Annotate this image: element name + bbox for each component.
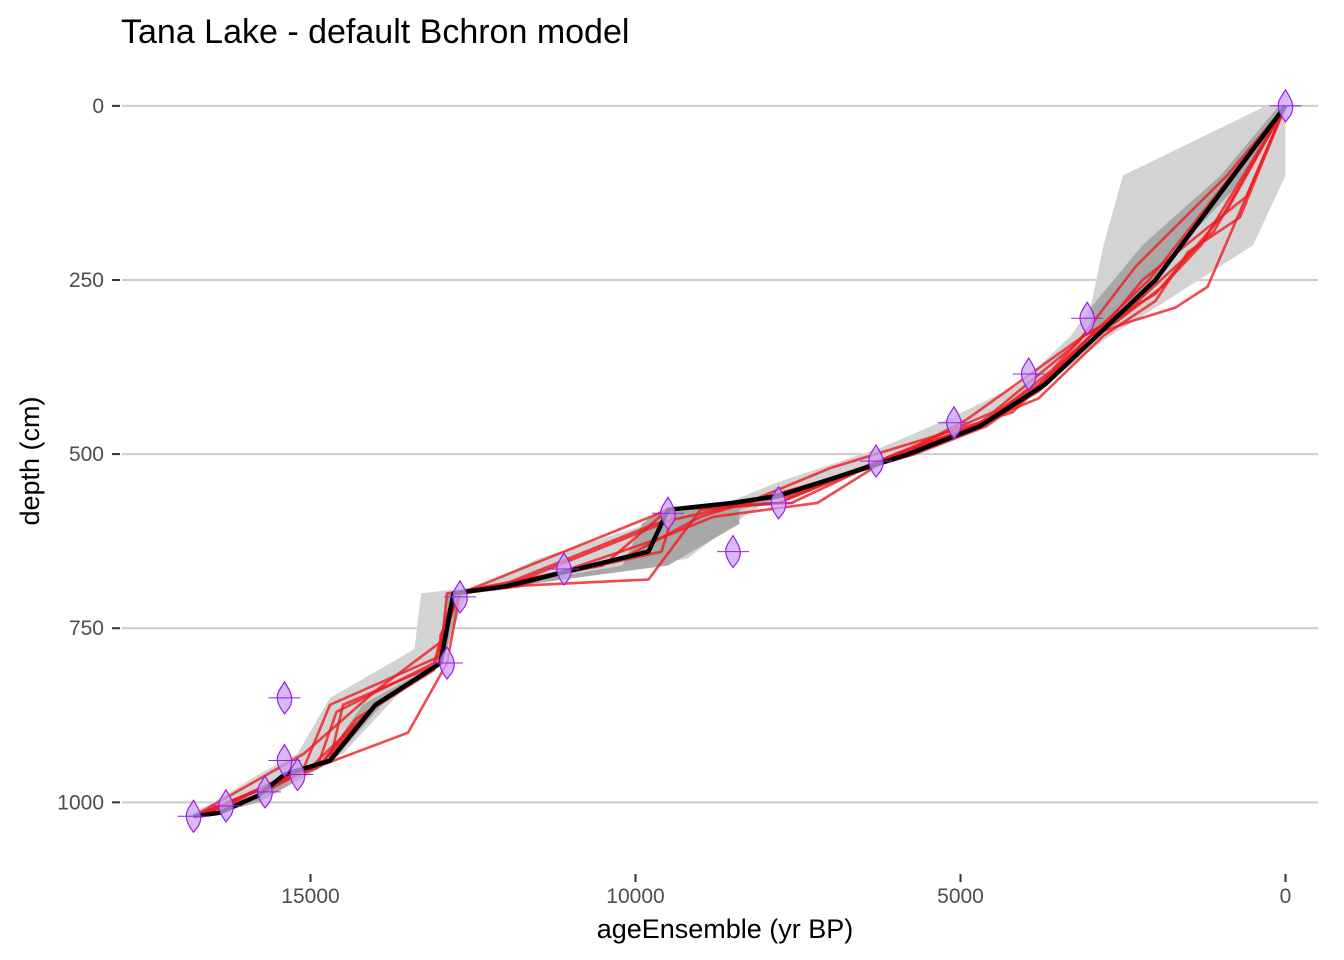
uncertainty-bands xyxy=(187,105,1286,817)
y-tick-label-250: 250 xyxy=(69,269,104,292)
x-tick-label-15000: 15000 xyxy=(281,885,339,908)
outer-uncertainty-band xyxy=(187,105,1286,817)
chart-title: Tana Lake - default Bchron model xyxy=(121,13,629,51)
x-tick-label-0: 0 xyxy=(1280,885,1292,908)
calibrated-dates xyxy=(177,88,1302,834)
x-tick-label-5000: 5000 xyxy=(937,885,984,908)
x-axis-ticks: 15000 10000 5000 0 xyxy=(281,874,1291,908)
y-axis-ticks: 0 250 500 750 1000 xyxy=(57,95,120,814)
y-tick-label-500: 500 xyxy=(69,443,104,466)
y-axis-title: depth (cm) xyxy=(15,396,45,525)
y-tick-label-750: 750 xyxy=(69,617,104,640)
y-tick-label-1000: 1000 xyxy=(57,791,104,814)
x-axis-title: ageEnsemble (yr BP) xyxy=(597,914,854,944)
y-tick-label-0: 0 xyxy=(92,95,104,118)
ensemble-line-6 xyxy=(193,105,1287,818)
x-tick-label-10000: 10000 xyxy=(606,885,664,908)
